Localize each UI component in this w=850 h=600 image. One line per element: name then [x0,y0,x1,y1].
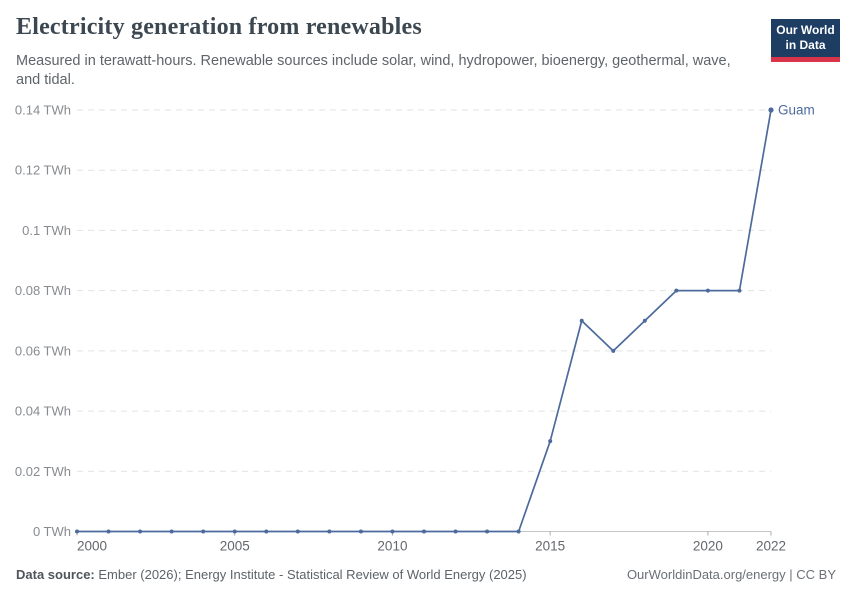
x-tick-label: 2022 [756,539,786,554]
x-tick-label: 2020 [693,539,723,554]
data-source-label: Data source: [16,567,95,582]
data-point[interactable] [358,529,363,534]
data-point[interactable] [453,529,458,534]
y-tick-label: 0.04 TWh [15,404,71,419]
y-tick-label: 0.08 TWh [15,283,71,298]
y-tick-label: 0.14 TWh [15,103,71,118]
data-points [75,107,774,534]
entity-label-guam[interactable]: Guam [778,103,815,118]
data-point[interactable] [106,529,111,534]
x-axis-labels: 2000 2005 2010 2015 2020 2022 [77,539,786,554]
data-point[interactable] [390,529,395,534]
x-tick-label: 2005 [220,539,250,554]
data-source-text: Ember (2026); Energy Institute - Statist… [94,567,527,582]
data-point[interactable] [232,529,237,534]
owid-logo: Our World in Data [771,19,840,62]
data-point[interactable] [737,288,742,293]
data-point[interactable] [295,529,300,534]
x-tick-label: 2000 [77,539,107,554]
y-tick-label: 0 TWh [33,524,71,539]
data-point[interactable] [548,439,553,444]
x-tick-label: 2015 [535,539,565,554]
page-title: Electricity generation from renewables [16,14,422,40]
data-point[interactable] [642,318,647,323]
license-link[interactable]: OurWorldinData.org/energy | CC BY [626,567,836,582]
data-point[interactable] [674,288,679,293]
data-point[interactable] [264,529,269,534]
data-point[interactable] [611,348,616,353]
y-tick-label: 0.06 TWh [15,343,71,358]
chart-subtitle: Measured in terawatt-hours. Renewable so… [16,53,731,88]
data-point[interactable] [138,529,143,534]
data-point[interactable] [169,529,174,534]
data-line-guam[interactable] [77,109,772,533]
y-gridlines [77,109,771,532]
owid-logo-line1: Our World [776,23,835,37]
y-axis-labels: 0 TWh 0.02 TWh 0.04 TWh 0.06 TWh 0.08 TWh 0.1… [15,103,71,540]
data-point[interactable] [768,107,774,113]
x-tick-label: 2010 [377,539,407,554]
data-point[interactable] [485,529,490,534]
data-point[interactable] [579,318,584,323]
y-tick-label: 0.02 TWh [15,464,71,479]
owid-logo-line2: in Data [785,38,826,52]
y-tick-label: 0.1 TWh [22,223,71,238]
data-point[interactable] [327,529,332,534]
data-point[interactable] [201,529,206,534]
data-point[interactable] [75,529,79,534]
data-source: Data source: Ember (2026); Energy Instit… [16,567,527,582]
data-point[interactable] [516,529,521,534]
data-point[interactable] [422,529,426,534]
y-tick-label: 0.12 TWh [15,163,71,178]
data-point[interactable] [705,288,710,293]
